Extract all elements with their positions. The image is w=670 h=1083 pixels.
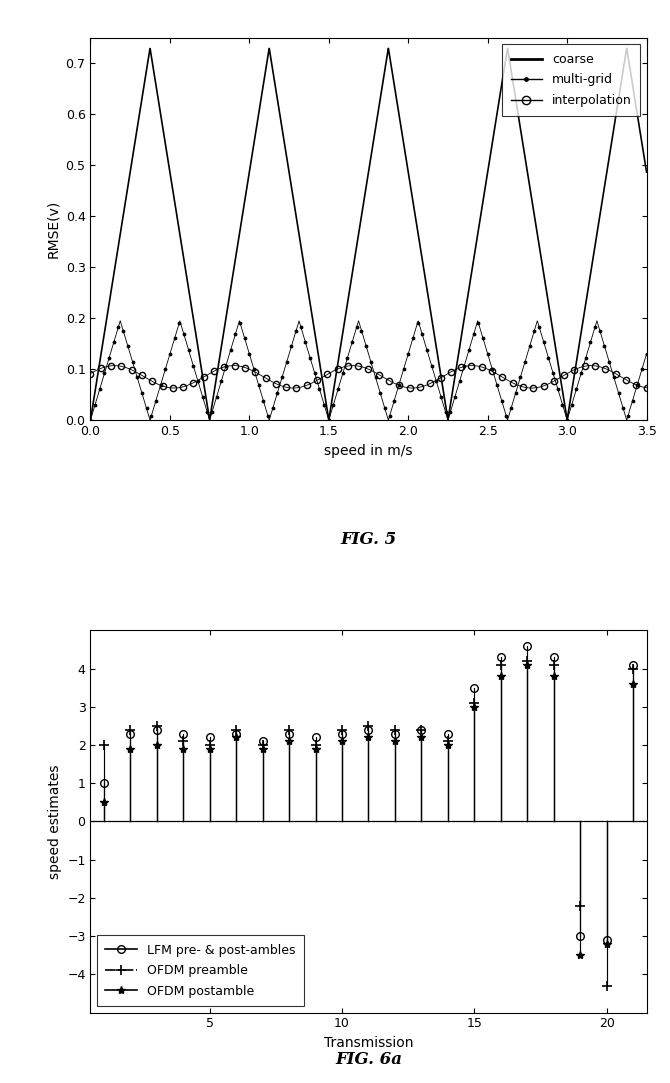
LFM pre- & post-ambles <box>444 727 452 740</box>
LFM pre- & post-ambles <box>629 658 637 671</box>
Legend: LFM pre- & post-ambles, OFDM preamble, OFDM postamble: LFM pre- & post-ambles, OFDM preamble, O… <box>96 935 304 1006</box>
Text: FIG. 5: FIG. 5 <box>340 531 397 548</box>
Line: OFDM postamble: OFDM postamble <box>100 661 637 960</box>
OFDM preamble <box>603 979 611 992</box>
LFM pre- & post-ambles <box>285 727 293 740</box>
OFDM postamble <box>603 937 611 950</box>
OFDM preamble <box>338 723 346 736</box>
X-axis label: speed in m/s: speed in m/s <box>324 444 413 457</box>
OFDM preamble <box>259 739 267 752</box>
OFDM preamble <box>629 662 637 675</box>
OFDM postamble <box>285 734 293 747</box>
OFDM preamble <box>523 654 531 667</box>
OFDM postamble <box>417 731 425 744</box>
LFM pre- & post-ambles <box>364 723 373 736</box>
OFDM postamble <box>126 742 134 755</box>
OFDM preamble <box>285 723 293 736</box>
OFDM postamble <box>470 701 478 714</box>
LFM pre- & post-ambles <box>550 651 558 664</box>
OFDM preamble <box>312 739 320 752</box>
LFM pre- & post-ambles <box>312 731 320 744</box>
OFDM preamble <box>417 723 425 736</box>
LFM pre- & post-ambles <box>232 727 240 740</box>
LFM pre- & post-ambles <box>153 723 161 736</box>
Line: OFDM preamble: OFDM preamble <box>99 656 638 991</box>
OFDM postamble <box>550 669 558 682</box>
OFDM postamble <box>629 677 637 690</box>
Text: FIG. 6a: FIG. 6a <box>335 1051 402 1068</box>
OFDM postamble <box>364 731 373 744</box>
LFM pre- & post-ambles <box>126 727 134 740</box>
LFM pre- & post-ambles <box>179 727 187 740</box>
OFDM preamble <box>576 899 584 912</box>
OFDM postamble <box>497 669 505 682</box>
LFM pre- & post-ambles <box>206 731 214 744</box>
OFDM postamble <box>206 742 214 755</box>
Legend: coarse, multi-grid, interpolation: coarse, multi-grid, interpolation <box>502 44 641 116</box>
Line: LFM pre- & post-ambles: LFM pre- & post-ambles <box>100 642 637 943</box>
OFDM preamble <box>232 723 240 736</box>
LFM pre- & post-ambles <box>470 681 478 694</box>
LFM pre- & post-ambles <box>391 727 399 740</box>
LFM pre- & post-ambles <box>100 777 108 790</box>
OFDM preamble <box>206 739 214 752</box>
LFM pre- & post-ambles <box>338 727 346 740</box>
OFDM preamble <box>126 723 134 736</box>
OFDM preamble <box>153 719 161 732</box>
X-axis label: Transmission: Transmission <box>324 1036 413 1051</box>
LFM pre- & post-ambles <box>259 734 267 747</box>
OFDM preamble <box>364 719 373 732</box>
OFDM postamble <box>179 742 187 755</box>
OFDM postamble <box>338 734 346 747</box>
LFM pre- & post-ambles <box>417 723 425 736</box>
OFDM postamble <box>523 658 531 671</box>
OFDM preamble <box>497 658 505 671</box>
OFDM preamble <box>391 723 399 736</box>
OFDM preamble <box>550 658 558 671</box>
OFDM postamble <box>444 739 452 752</box>
Y-axis label: RMSE(v): RMSE(v) <box>46 200 60 258</box>
OFDM preamble <box>179 734 187 747</box>
Y-axis label: speed estimates: speed estimates <box>48 765 62 878</box>
OFDM preamble <box>470 696 478 709</box>
OFDM postamble <box>100 796 108 809</box>
LFM pre- & post-ambles <box>576 929 584 942</box>
OFDM postamble <box>259 742 267 755</box>
LFM pre- & post-ambles <box>603 934 611 947</box>
OFDM postamble <box>153 739 161 752</box>
OFDM postamble <box>391 734 399 747</box>
OFDM postamble <box>576 949 584 962</box>
OFDM postamble <box>232 731 240 744</box>
OFDM postamble <box>312 742 320 755</box>
LFM pre- & post-ambles <box>497 651 505 664</box>
OFDM preamble <box>100 739 108 752</box>
OFDM preamble <box>444 734 452 747</box>
LFM pre- & post-ambles <box>523 639 531 652</box>
